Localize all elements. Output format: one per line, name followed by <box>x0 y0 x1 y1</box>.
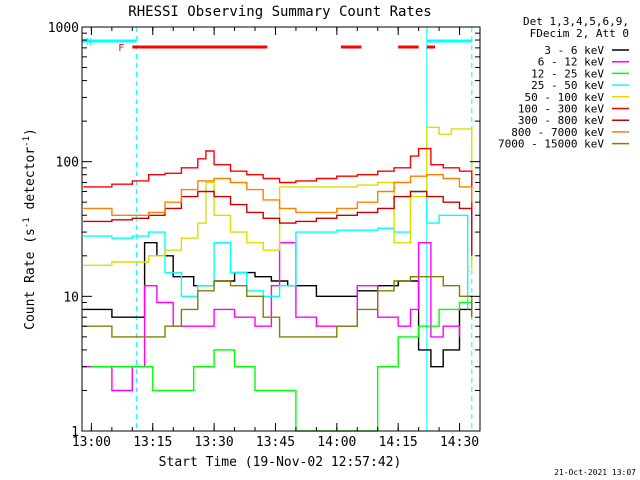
state-bars: FN <box>82 37 472 54</box>
y-tick-label-1: 10 <box>63 290 79 305</box>
series-lines <box>83 126 473 432</box>
legend-label-3: 25 - 50 keV <box>531 79 604 92</box>
legend-label-8: 7000 - 15000 keV <box>498 138 604 151</box>
legend-label-6: 300 - 800 keV <box>518 114 604 127</box>
chart-title: RHESSI Observing Summary Count Rates <box>128 4 431 20</box>
legend-label-2: 12 - 25 keV <box>531 67 604 80</box>
y-label-end: ) <box>23 128 38 136</box>
x-tick-label-5: 14:15 <box>379 435 418 450</box>
y-label-main: Count Rate (s <box>23 228 38 330</box>
y-label-sup2: -1 <box>22 136 32 147</box>
legend-header-0: Det 1,3,4,5,6,9, <box>523 15 629 28</box>
y-tick-label-2: 100 <box>56 156 79 171</box>
y-label-mid: detector <box>23 147 38 218</box>
y-tick-label-3: 1000 <box>48 21 79 36</box>
x-tick-label-6: 14:30 <box>440 435 479 450</box>
x-tick-label-3: 13:45 <box>256 435 295 450</box>
y-label-sup1: -1 <box>22 217 32 228</box>
series-line-4 <box>83 126 473 269</box>
plot-frame <box>81 26 481 432</box>
legend-label-0: 3 - 6 keV <box>544 44 604 57</box>
x-axis-label: Start Time (19-Nov-02 12:57:42) <box>159 455 402 470</box>
legend: Det 1,3,4,5,6,9,FDecim 2, Att 0 3 - 6 keV… <box>498 15 629 151</box>
series-line-0 <box>83 242 473 368</box>
legend-label-7: 800 - 7000 keV <box>511 126 604 139</box>
state-bar-N-1 <box>426 39 472 43</box>
axes: 13:00 13:15 13:30 13:45 14:00 14:15 14:30 1 10 10… <box>48 21 481 450</box>
x-tick-label-1: 13:15 <box>133 435 172 450</box>
legend-header-1: FDecim 2, Att 0 <box>530 27 629 40</box>
state-bar-label-N: N <box>86 37 92 48</box>
series-line-8 <box>83 276 473 338</box>
legend-label-4: 50 - 100 keV <box>525 91 605 104</box>
x-tick-label-2: 13:30 <box>195 435 234 450</box>
state-bar-F-1 <box>340 45 362 49</box>
state-bar-F-3 <box>426 45 436 49</box>
state-bar-F-2 <box>398 45 419 49</box>
x-tick-label-0: 13:00 <box>72 435 111 450</box>
timestamp: 21-Oct-2021 13:07 <box>554 468 636 477</box>
vertical-markers <box>81 27 473 431</box>
x-tick-label-4: 14:00 <box>317 435 356 450</box>
series-line-2 <box>91 301 473 432</box>
series-line-5 <box>83 147 473 251</box>
state-bar-N-0 <box>82 39 137 43</box>
y-axis-label: Count Rate (s-1 detector-1) <box>22 128 38 330</box>
state-bar-label-F: F <box>118 43 124 54</box>
y-tick-label-0: 1 <box>71 425 79 440</box>
state-bar-F-0 <box>132 45 268 49</box>
series-line-6 <box>83 190 473 256</box>
series-line-7 <box>83 174 473 216</box>
legend-label-5: 100 - 300 keV <box>518 103 604 116</box>
legend-label-1: 6 - 12 keV <box>538 56 605 69</box>
